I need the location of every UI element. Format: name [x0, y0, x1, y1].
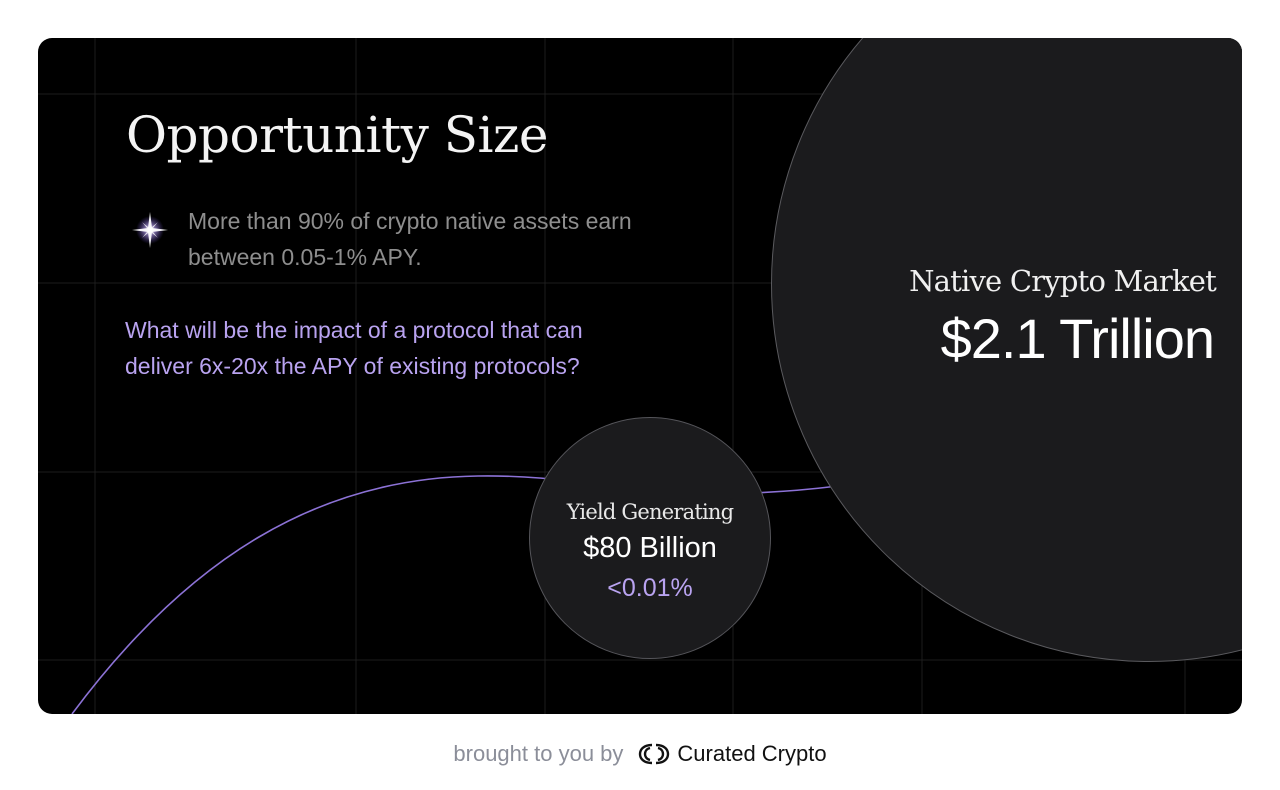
- footer-text: brought to you by: [453, 741, 624, 766]
- native-market-label: Native Crypto Market: [909, 264, 1217, 298]
- question-text: What will be the impact of a protocol th…: [125, 317, 583, 379]
- yield-generating-circle: [529, 417, 771, 659]
- bullet-text: More than 90% of crypto native assets ea…: [188, 208, 632, 270]
- page-title: Opportunity Size: [126, 106, 548, 164]
- slide: Opportunity Size More than 90% of crypto…: [38, 38, 1242, 714]
- brand-name: Curated Crypto: [677, 741, 827, 766]
- footer: brought to you by Curated Crypto: [0, 736, 1280, 772]
- sparkle-icon: [132, 212, 168, 248]
- yield-generating-label: Yield Generating: [566, 500, 734, 524]
- yield-generating-value: $80 Billion: [583, 532, 717, 564]
- curated-crypto-logo-icon: [639, 743, 670, 765]
- yield-generating-share: <0.01%: [607, 574, 693, 602]
- native-market-value: $2.1 Trillion: [940, 307, 1215, 370]
